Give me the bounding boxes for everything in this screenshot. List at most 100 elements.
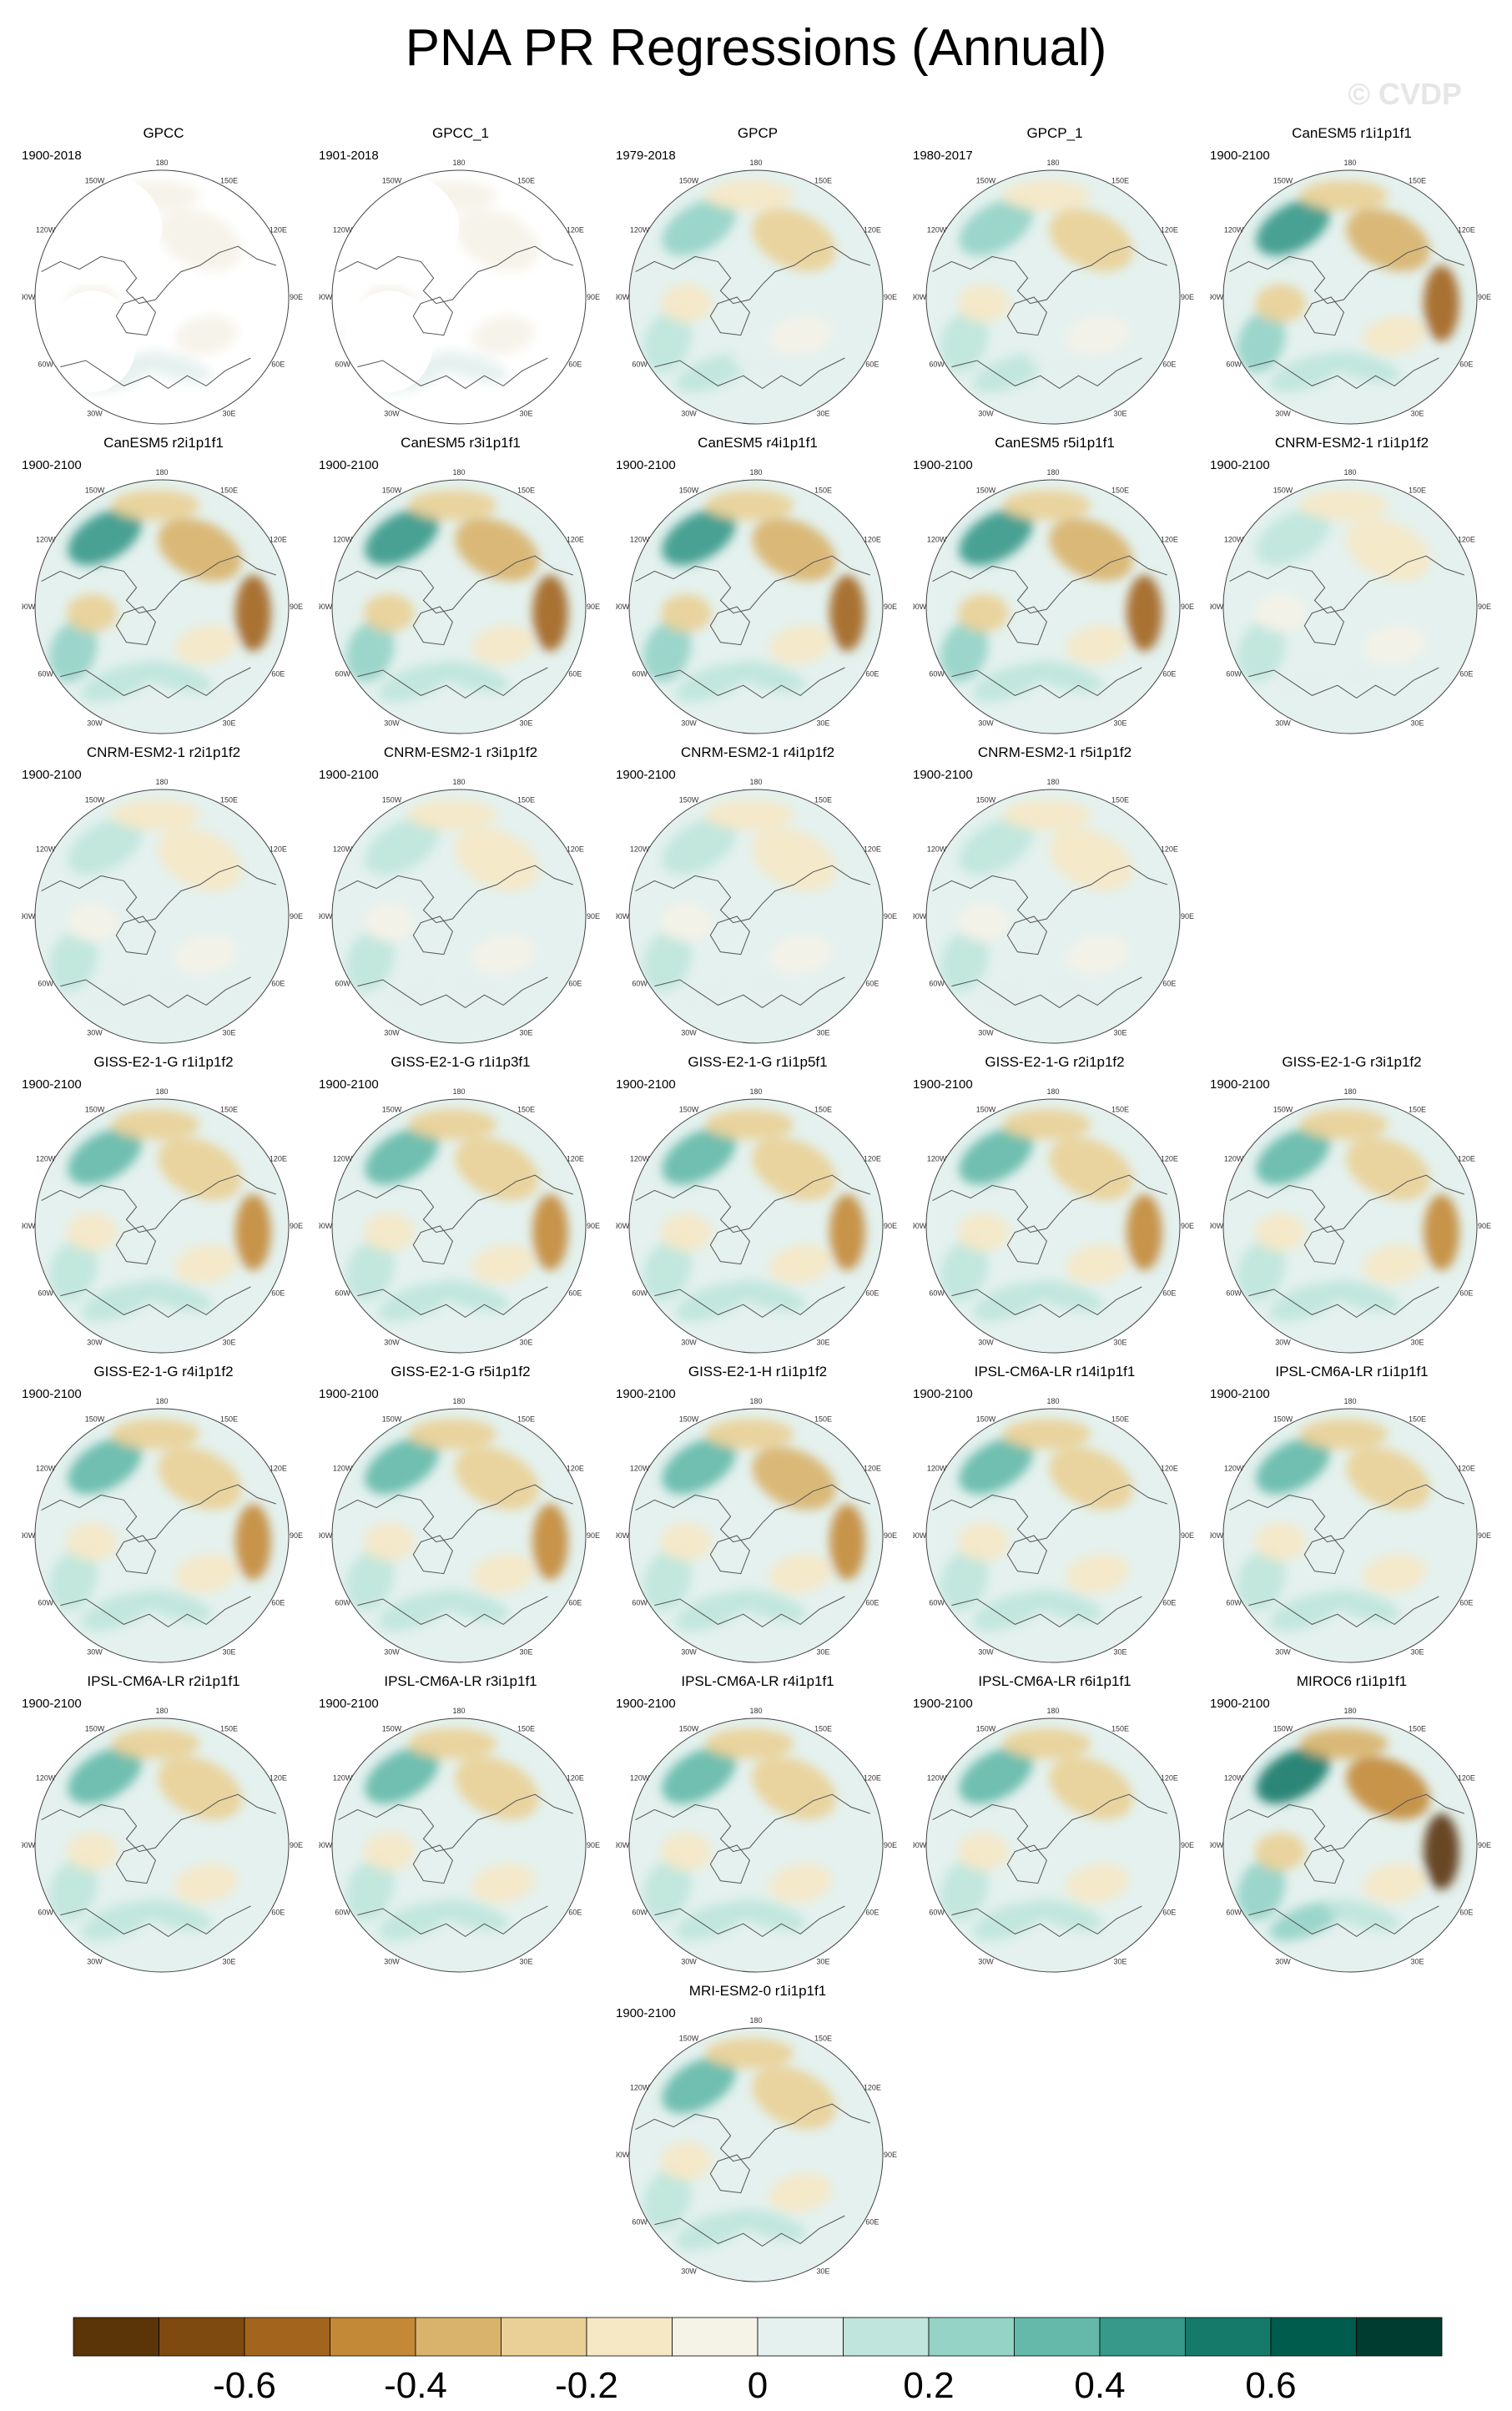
anomaly-region xyxy=(661,593,712,633)
watermark: © CVDP xyxy=(1348,77,1462,111)
anomaly-region xyxy=(345,620,395,683)
anomaly-region xyxy=(378,663,451,703)
longitude-label: 90E xyxy=(1181,1531,1194,1540)
anomaly-region xyxy=(958,1832,1009,1871)
anomaly-region xyxy=(1255,284,1306,323)
longitude-label: 120E xyxy=(864,845,881,854)
anomaly-region xyxy=(67,1522,118,1561)
longitude-label: 180 xyxy=(452,1707,465,1715)
longitude-label: 120E xyxy=(270,1155,287,1163)
anomaly-region xyxy=(675,2212,748,2251)
longitude-label: 120W xyxy=(630,536,650,544)
map-boundary xyxy=(34,479,290,734)
longitude-label: 30E xyxy=(1113,1338,1126,1346)
longitude-label: 150W xyxy=(679,1106,699,1114)
panel-years: 1900-2100 xyxy=(22,1697,82,1711)
longitude-label: 60W xyxy=(929,670,945,678)
longitude-label: 60W xyxy=(632,1909,648,1917)
anomaly-region xyxy=(345,1549,395,1612)
anomaly-region xyxy=(81,973,154,1012)
longitude-label: 90W xyxy=(22,1531,36,1540)
panel-years: 1900-2100 xyxy=(616,458,676,472)
longitude-label: 30W xyxy=(681,719,697,727)
longitude-label: 150E xyxy=(814,1106,832,1114)
panel-title: GISS-E2-1-G r4i1p1f2 xyxy=(93,1364,234,1380)
longitude-label: 120W xyxy=(333,1155,353,1163)
longitude-label: 120E xyxy=(1458,226,1475,235)
longitude-label: 150E xyxy=(814,487,832,495)
anomaly-region xyxy=(455,208,539,272)
longitude-label: 120W xyxy=(927,536,947,544)
longitude-label: 90W xyxy=(1210,1531,1224,1540)
coastline xyxy=(1006,915,1047,956)
longitude-label: 180 xyxy=(749,159,762,167)
anomaly-region xyxy=(661,284,712,323)
longitude-label: 60E xyxy=(865,1909,879,1917)
anomaly-region xyxy=(1066,1864,1129,1904)
longitude-label: 60E xyxy=(1162,1909,1176,1917)
coastline xyxy=(932,1484,1167,1543)
polar-map: 180150E120E90E60E30E030W60W90W120W150W xyxy=(22,1397,303,1663)
anomaly-region xyxy=(1363,315,1426,356)
anomaly-region xyxy=(731,351,806,383)
longitude-label: 150W xyxy=(85,796,105,805)
anomaly-region xyxy=(471,935,535,975)
longitude-label: 90E xyxy=(1181,603,1194,611)
anomaly-region xyxy=(1066,1554,1129,1594)
map-panel: CanESM5 r4i1p1f1 1900-2100 180 150E 120E 90E 6… xyxy=(616,435,900,735)
longitude-label: 60W xyxy=(632,1289,648,1298)
longitude-label: 150W xyxy=(382,1725,402,1733)
longitude-label: 60E xyxy=(1459,1599,1473,1607)
anomaly-region xyxy=(365,818,439,875)
longitude-label: 90E xyxy=(587,293,600,301)
anomaly-region xyxy=(174,1244,238,1284)
longitude-label: 90W xyxy=(22,912,36,921)
longitude-label: 120W xyxy=(333,536,353,544)
anomaly-region xyxy=(769,935,832,975)
polar-map: 180150E120E90E60E30E030W60W90W120W150W xyxy=(616,468,897,734)
longitude-label: 90E xyxy=(1181,1222,1194,1230)
map-boundary xyxy=(1222,1408,1478,1663)
coastline xyxy=(357,667,548,699)
anomaly-region xyxy=(1002,1419,1091,1450)
anomaly-region xyxy=(365,1747,439,1804)
longitude-label: 180 xyxy=(1046,468,1059,477)
anomaly-region xyxy=(67,903,118,942)
longitude-label: 150W xyxy=(382,487,402,495)
longitude-label: 180 xyxy=(1343,159,1356,167)
longitude-label: 30E xyxy=(1410,1338,1424,1346)
map-boundary xyxy=(331,1717,587,1973)
map-panel: IPSL-CM6A-LR r14i1p1f1 1900-2100 180 150E 12… xyxy=(913,1364,1197,1664)
longitude-label: 90E xyxy=(587,603,600,611)
coastline xyxy=(115,606,156,646)
map-panel: IPSL-CM6A-LR r2i1p1f1 1900-2100 180 150E 120… xyxy=(22,1673,305,1974)
coastline xyxy=(635,2103,870,2162)
anomaly-region xyxy=(1049,208,1133,272)
longitude-label: 150E xyxy=(1111,487,1129,495)
longitude-label: 60E xyxy=(1162,361,1176,369)
longitude-label: 90W xyxy=(913,912,927,921)
longitude-label: 90W xyxy=(913,293,927,301)
longitude-label: 180 xyxy=(1046,1087,1059,1096)
anomaly-region xyxy=(111,1109,200,1140)
anomaly-region xyxy=(752,1756,836,1820)
panel-years: 1900-2100 xyxy=(1210,149,1270,163)
anomaly-region xyxy=(829,1194,865,1271)
longitude-label: 30E xyxy=(519,1957,532,1965)
anomaly-region xyxy=(68,508,142,566)
longitude-label: 30W xyxy=(978,409,994,417)
longitude-label: 120E xyxy=(864,2084,881,2092)
map-boundary xyxy=(34,789,290,1044)
longitude-label: 120E xyxy=(864,226,881,235)
page-title: PNA PR Regressions (Annual) xyxy=(405,19,1107,77)
anomaly-region xyxy=(1299,490,1389,521)
longitude-label: 90W xyxy=(913,603,927,611)
anomaly-region xyxy=(235,1194,271,1271)
anomaly-region xyxy=(532,1194,568,1271)
coastline xyxy=(60,1596,251,1628)
panel-years: 1979-2018 xyxy=(616,149,676,163)
map-boundary xyxy=(331,1098,587,1354)
longitude-label: 90W xyxy=(319,603,333,611)
longitude-label: 30W xyxy=(978,1647,994,1656)
longitude-label: 60W xyxy=(1226,1289,1242,1298)
